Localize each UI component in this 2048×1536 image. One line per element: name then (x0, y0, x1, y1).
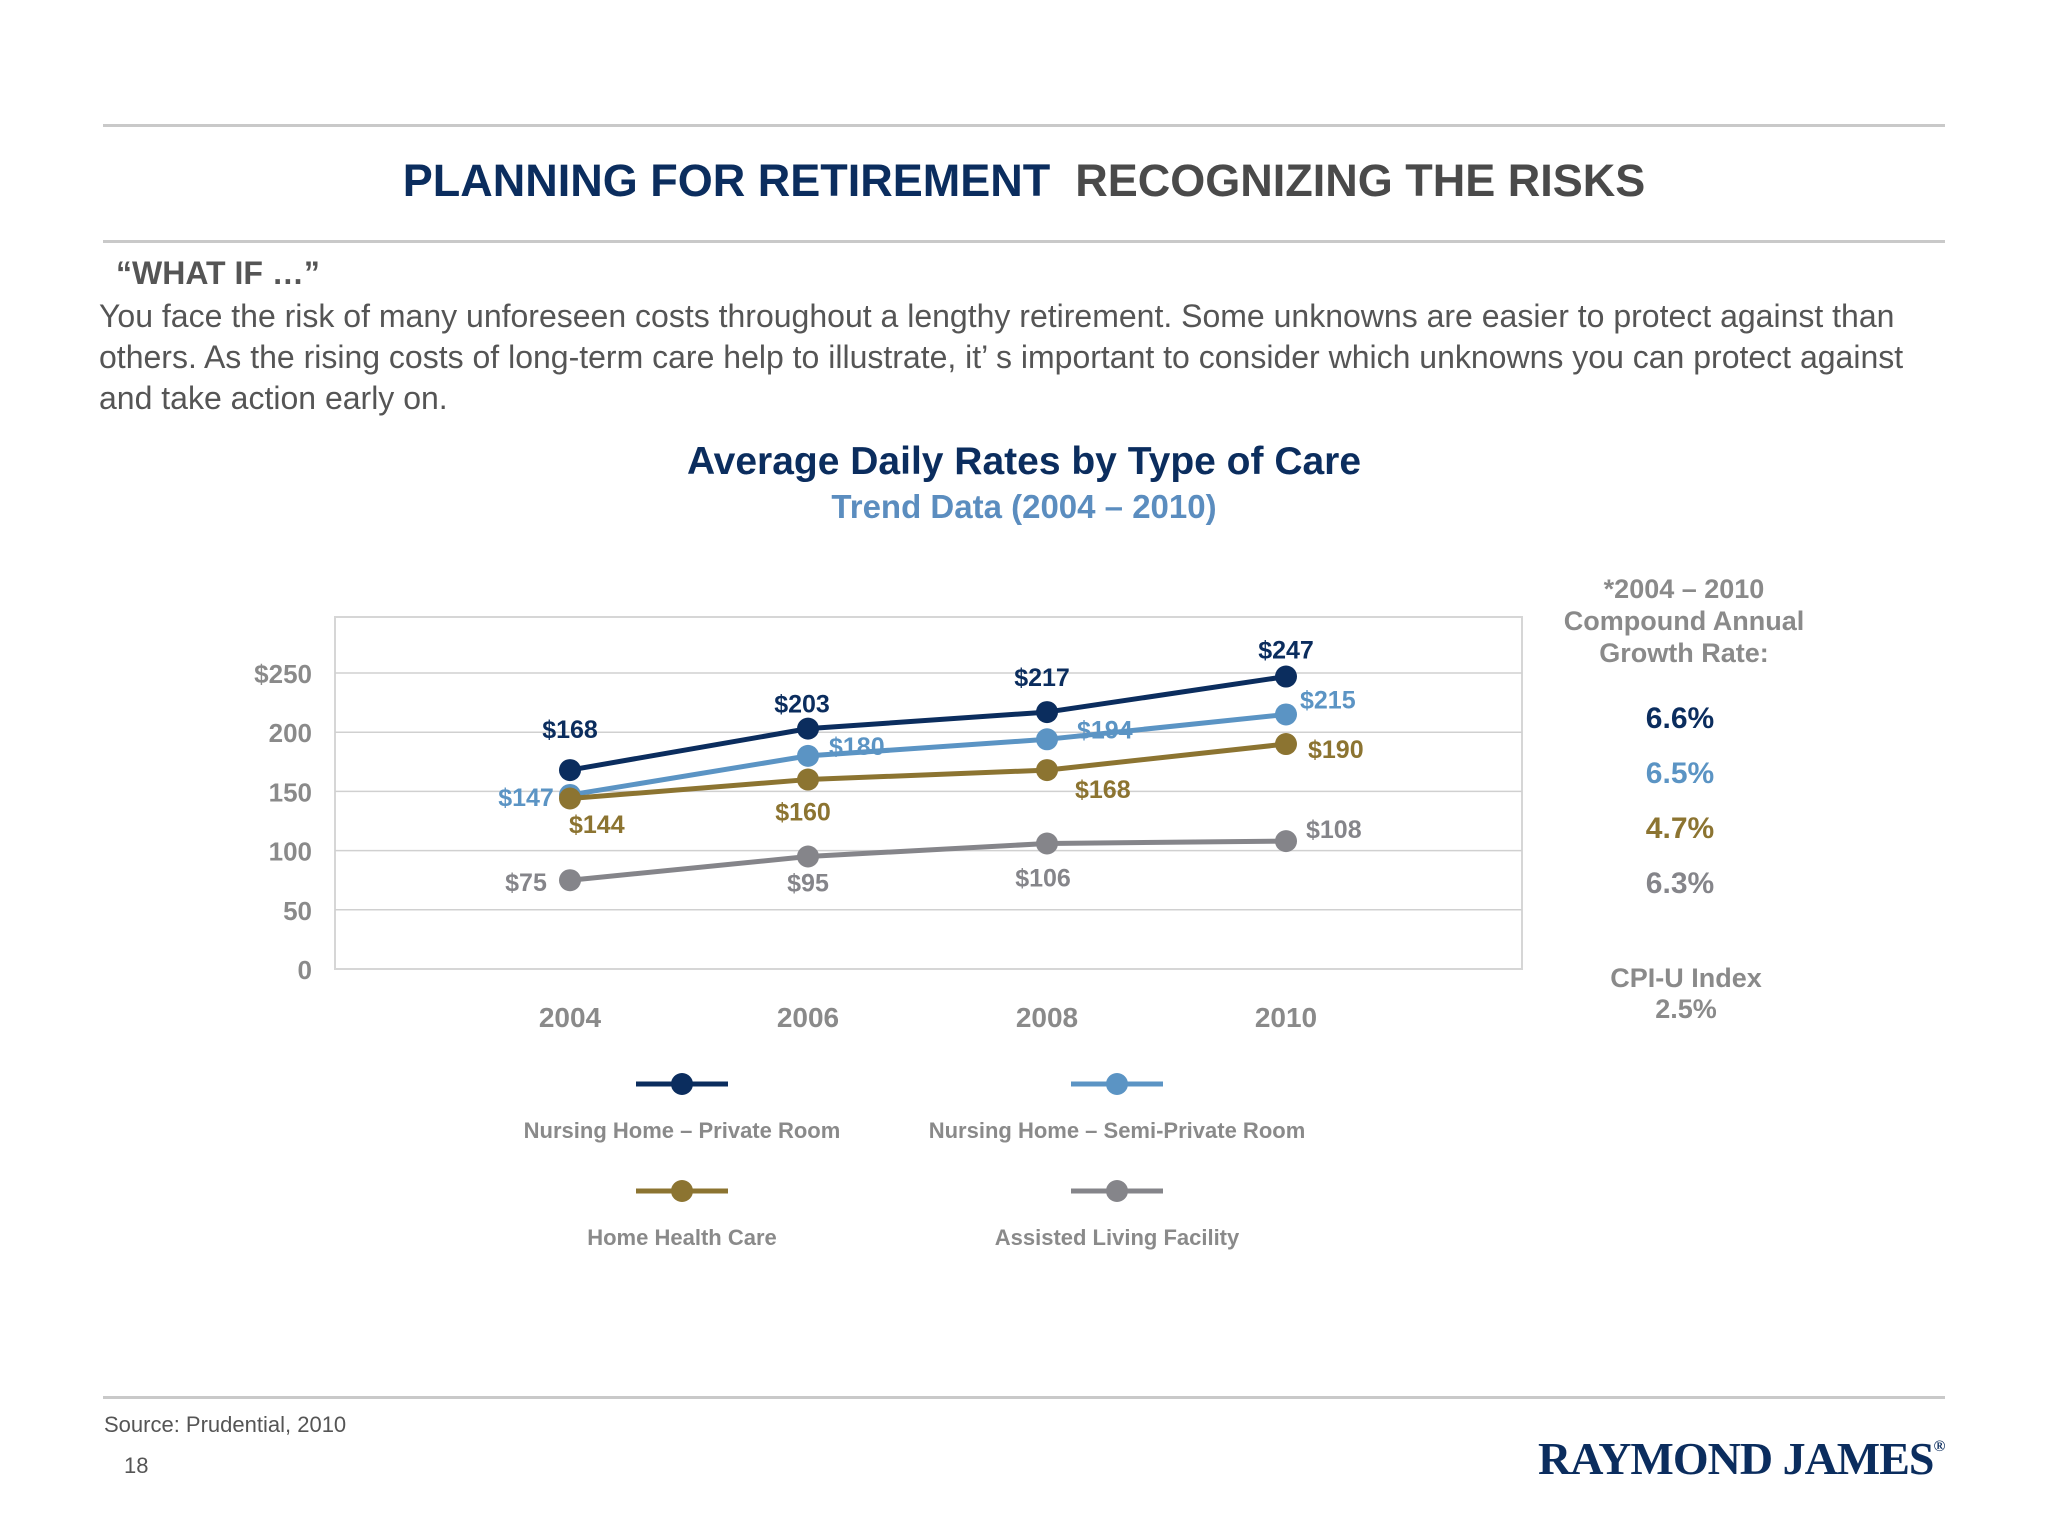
chart-title: Average Daily Rates by Type of Care (686, 440, 1362, 483)
cagr-value: 6.3% (1646, 867, 1714, 900)
data-point (1036, 759, 1058, 782)
legend-label: Home Health Care (587, 1225, 777, 1250)
series-line (569, 741, 1287, 801)
legend-marker (1106, 1180, 1128, 1202)
data-label: $217 (1014, 664, 1070, 692)
y-tick-label: $250 (254, 659, 312, 689)
page-title-sub: RECOGNIZING THE RISKS (1075, 155, 1646, 206)
data-point (1275, 830, 1297, 853)
y-tick-label: 200 (269, 718, 312, 748)
data-point (1275, 665, 1297, 688)
data-point (1036, 728, 1058, 751)
y-tick-label: 0 (298, 955, 312, 985)
chart-subtitle: Trend Data (2004 – 2010) (831, 488, 1217, 525)
page-title-main: PLANNING FOR RETIREMENT (402, 155, 1051, 206)
line-chart: 0 50 100 150 200 $250 2004 2006 2008 2010 $168 $203… (254, 574, 1804, 1250)
data-label: $144 (569, 811, 625, 839)
data-point (797, 717, 819, 740)
data-label: $168 (542, 716, 598, 744)
cpi-value: 2.5% (1655, 994, 1717, 1024)
data-label: $194 (1077, 716, 1133, 744)
x-tick-label: 2006 (777, 1002, 839, 1033)
data-point (797, 768, 819, 791)
page-number: 18 (124, 1453, 149, 1478)
cagr-value: 4.7% (1646, 812, 1714, 845)
top-rule (103, 124, 1945, 127)
data-label: $147 (498, 784, 554, 812)
data-label: $75 (505, 869, 547, 897)
data-point (1036, 832, 1058, 855)
legend-marker (671, 1073, 693, 1095)
intro-paragraph: You face the risk of many unforeseen cos… (99, 298, 1904, 416)
data-label: $203 (774, 691, 830, 719)
data-point (1275, 733, 1297, 756)
title-rule (103, 240, 1945, 243)
cagr-value: 6.6% (1646, 702, 1714, 735)
legend-label: Nursing Home – Private Room (524, 1118, 841, 1143)
raymond-james-logo: RAYMOND JAMES® (1538, 1433, 1945, 1484)
data-point (1036, 701, 1058, 724)
page-title: PLANNING FOR RETIREMENT RECOGNIZING THE … (0, 155, 2048, 207)
data-label: $106 (1015, 864, 1071, 892)
y-tick-label: 50 (283, 896, 312, 926)
data-point (797, 744, 819, 767)
plot-frame (334, 616, 1523, 970)
data-label: $215 (1300, 686, 1356, 714)
series-line (569, 674, 1287, 773)
data-label: $190 (1308, 736, 1364, 764)
x-tick-label: 2010 (1255, 1002, 1317, 1033)
data-point (1275, 703, 1297, 726)
y-tick-label: 100 (269, 837, 312, 867)
series-line (569, 838, 1287, 883)
data-label: $160 (775, 799, 831, 827)
cpi-label: CPI-U Index (1610, 963, 1762, 993)
cagr-value: 6.5% (1646, 757, 1714, 790)
what-if-heading: “WHAT IF …” (116, 255, 320, 291)
y-tick-label: 150 (269, 777, 312, 807)
cagr-heading-line: *2004 – 2010 (1604, 574, 1765, 604)
footer-rule (103, 1396, 1945, 1399)
x-tick-label: 2008 (1016, 1002, 1078, 1033)
data-label: $180 (829, 733, 885, 761)
legend-marker (671, 1180, 693, 1202)
legend-label: Assisted Living Facility (995, 1225, 1240, 1250)
data-label: $247 (1258, 637, 1314, 665)
x-tick-label: 2004 (539, 1002, 602, 1033)
data-point (559, 759, 581, 782)
cagr-heading-line: Growth Rate: (1599, 638, 1769, 668)
data-point (797, 845, 819, 868)
data-point (559, 869, 581, 892)
data-label: $95 (787, 870, 829, 898)
legend-marker (1106, 1073, 1128, 1095)
cagr-heading-line: Compound Annual (1564, 606, 1804, 636)
series-line (569, 711, 1287, 798)
legend-label: Nursing Home – Semi-Private Room (929, 1118, 1306, 1143)
data-point (559, 787, 581, 810)
source-note: Source: Prudential, 2010 (104, 1412, 347, 1437)
data-label: $168 (1075, 776, 1131, 804)
data-label: $108 (1306, 816, 1362, 844)
